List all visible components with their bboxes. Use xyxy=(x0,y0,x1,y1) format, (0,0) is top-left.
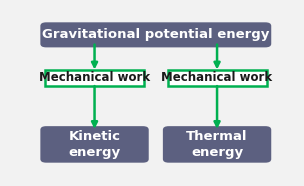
Text: Mechanical work: Mechanical work xyxy=(161,71,273,84)
FancyBboxPatch shape xyxy=(40,22,271,47)
FancyBboxPatch shape xyxy=(163,126,271,163)
Text: Mechanical work: Mechanical work xyxy=(39,71,150,84)
Text: Thermal
energy: Thermal energy xyxy=(186,130,248,159)
FancyBboxPatch shape xyxy=(168,70,267,86)
Text: Gravitational potential energy: Gravitational potential energy xyxy=(42,28,269,41)
Text: Kinetic
energy: Kinetic energy xyxy=(68,130,121,159)
FancyBboxPatch shape xyxy=(40,126,149,163)
FancyBboxPatch shape xyxy=(45,70,144,86)
